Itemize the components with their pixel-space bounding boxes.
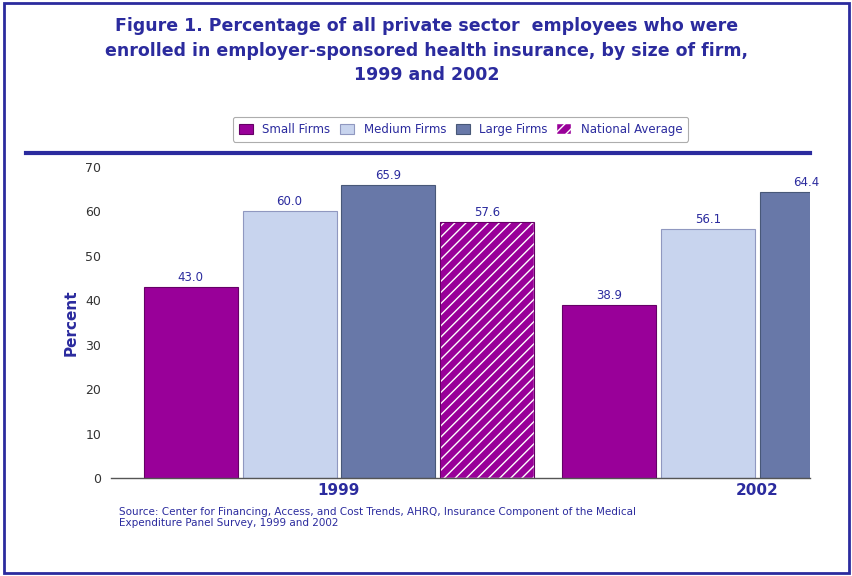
Text: 56.1: 56.1 xyxy=(694,213,720,226)
Text: Source: Center for Financing, Access, and Cost Trends, AHRQ, Insurance Component: Source: Center for Financing, Access, an… xyxy=(119,507,636,529)
Text: 60.0: 60.0 xyxy=(276,195,302,209)
Legend: Small Firms, Medium Firms, Large Firms, National Average: Small Firms, Medium Firms, Large Firms, … xyxy=(233,117,688,142)
Bar xyxy=(660,229,754,478)
Text: Figure 1. Percentage of all private sector  employees who were
enrolled in emplo: Figure 1. Percentage of all private sect… xyxy=(105,17,747,84)
Text: 43.0: 43.0 xyxy=(177,271,204,284)
Bar xyxy=(759,192,852,478)
Y-axis label: Percent: Percent xyxy=(63,289,78,356)
Text: 64.4: 64.4 xyxy=(792,176,819,189)
Text: 38.9: 38.9 xyxy=(596,289,621,302)
Bar xyxy=(561,305,655,478)
Text: 65.9: 65.9 xyxy=(375,169,401,182)
Bar xyxy=(440,222,533,478)
Bar xyxy=(242,211,336,478)
Bar xyxy=(341,185,435,478)
Bar xyxy=(440,222,533,478)
Bar xyxy=(144,287,238,478)
Text: 57.6: 57.6 xyxy=(474,206,500,219)
